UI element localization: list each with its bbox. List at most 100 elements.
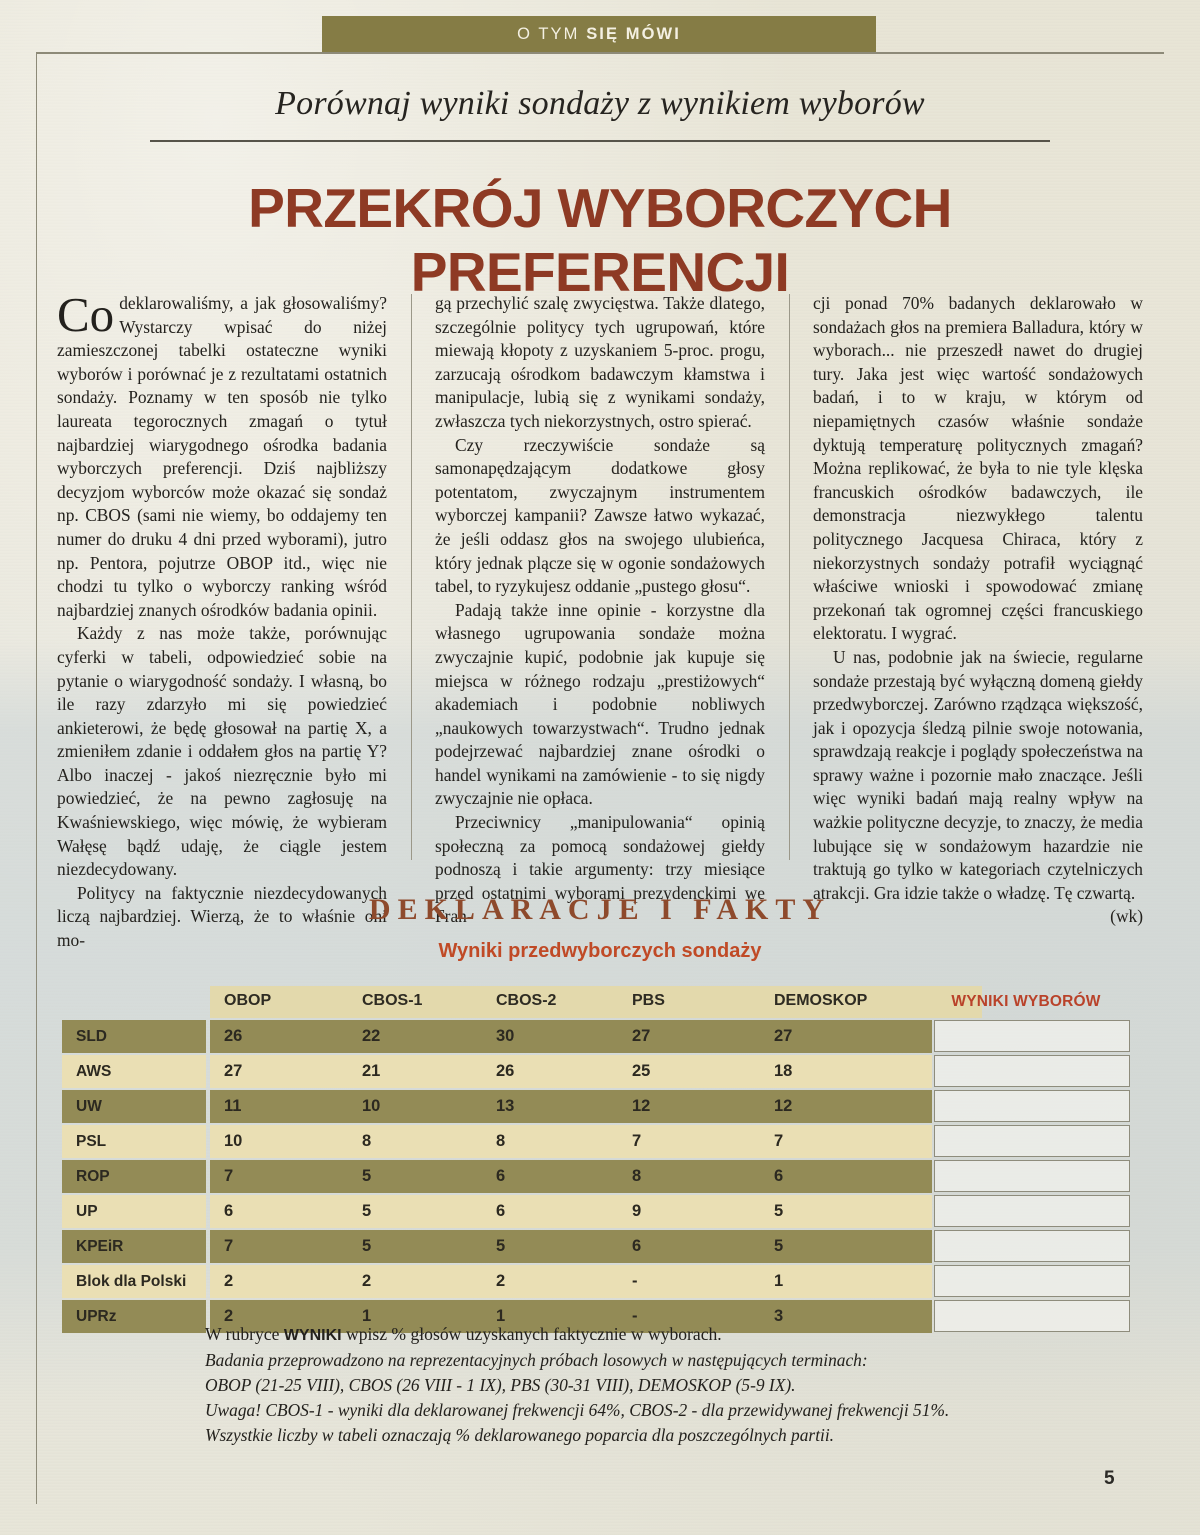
cell-cbos-2: 1 (496, 1307, 506, 1325)
drop-cap: Co (57, 287, 115, 342)
cell-demoskop: 12 (774, 1097, 793, 1115)
paragraph-text: U nas, podobnie jak na świecie, regularn… (813, 646, 1143, 903)
section-subtitle: Wyniki przedwyborczych sondaży (438, 940, 762, 962)
cell-obop: 6 (224, 1202, 234, 1220)
paragraph-text: deklarowaliśmy, a jak głosowaliśmy? Wyst… (57, 293, 387, 620)
row-label-kpeir: KPEiR (62, 1230, 206, 1263)
cell-cbos-1: 5 (362, 1237, 372, 1255)
article-kicker: Porównaj wyniki sondaży z wynikiem wybor… (275, 85, 925, 122)
table-row: SLD 26 22 30 27 27 (62, 1020, 1130, 1053)
cell-demoskop: 1 (774, 1272, 784, 1290)
cell-obop: 26 (224, 1027, 243, 1045)
cell-pbs: 6 (632, 1237, 642, 1255)
cell-demoskop: 18 (774, 1062, 793, 1080)
cell-demoskop: 3 (774, 1307, 784, 1325)
footnote-caution: Uwaga! CBOS-1 - wyniki dla deklarowanej … (205, 1400, 950, 1420)
row-data-band (210, 1300, 932, 1333)
footnote-instruction: W rubryce WYNIKI wpisz % głosów uzyskany… (205, 1322, 1085, 1348)
result-input-box[interactable] (934, 1125, 1130, 1157)
cell-obop: 2 (224, 1307, 234, 1325)
footnote-post: wpisz % głosów uzyskanych faktycznie w w… (341, 1324, 722, 1344)
paragraph: gą przechylić szalę zwycięstwa. Także dl… (435, 293, 765, 431)
footnote-keyword: WYNIKI (283, 1327, 342, 1344)
cell-cbos-1: 2 (362, 1272, 372, 1290)
paragraph: Przeciwnicy „manipulowania“ opinią społe… (435, 812, 765, 927)
cell-cbos-2: 8 (496, 1132, 506, 1150)
row-data-band (210, 1195, 932, 1228)
table-header-band (210, 986, 982, 1018)
column-header-demoskop: DEMOSKOP (774, 992, 868, 1009)
cell-pbs: 12 (632, 1097, 651, 1115)
cell-cbos-2: 6 (496, 1167, 506, 1185)
column-header-pbs: PBS (632, 992, 665, 1009)
result-input-box[interactable] (934, 1195, 1130, 1227)
section-banner: O TYM SIĘ MÓWI (322, 16, 876, 52)
row-data-band (210, 1230, 932, 1263)
result-input-box[interactable] (934, 1265, 1130, 1297)
cell-cbos-1: 5 (362, 1202, 372, 1220)
article-column-3: cji ponad 70% badanych deklarowało w son… (789, 292, 1143, 926)
column-header-obop: OBOP (224, 992, 272, 1009)
row-data-band (210, 1020, 932, 1053)
paragraph: Każdy z nas może także, porównując cyfer… (57, 623, 387, 880)
section-banner-label: O TYM SIĘ MÓWI (517, 25, 681, 44)
cell-pbs: 8 (632, 1167, 642, 1185)
cell-cbos-2: 2 (496, 1272, 506, 1290)
row-data-band (210, 1125, 932, 1158)
section-title: DEKLARACJE I FAKTY (368, 893, 832, 926)
cell-pbs: 9 (632, 1202, 642, 1220)
cell-pbs: 27 (632, 1027, 651, 1045)
row-data-band (210, 1055, 932, 1088)
article-body: Co deklarowaliśmy, a jak głosowaliśmy? Wy… (57, 287, 1143, 950)
footnote-units: Wszystkie liczby w tabeli oznaczają % de… (205, 1425, 835, 1445)
cell-cbos-2: 26 (496, 1062, 515, 1080)
cell-obop: 7 (224, 1237, 234, 1255)
article-column-1: Co deklarowaliśmy, a jak głosowaliśmy? Wy… (57, 287, 387, 950)
paragraph: Co deklarowaliśmy, a jak głosowaliśmy? Wy… (57, 287, 387, 622)
result-input-box[interactable] (934, 1090, 1130, 1122)
row-label-aws: AWS (62, 1055, 206, 1088)
table-row: PSL 10 8 8 7 7 (62, 1125, 1130, 1158)
result-input-box[interactable] (934, 1230, 1130, 1262)
result-input-box[interactable] (934, 1020, 1130, 1052)
table-row: UPRz 2 1 1 - 3 (62, 1300, 1130, 1333)
paragraph: Politycy na faktycznie niezdecydowanych … (57, 882, 387, 951)
result-input-box[interactable] (934, 1300, 1130, 1332)
cell-cbos-1: 10 (362, 1097, 381, 1115)
column-header-cbos1: CBOS-1 (362, 992, 423, 1009)
cell-cbos-1: 8 (362, 1132, 372, 1150)
result-input-box[interactable] (934, 1160, 1130, 1192)
cell-cbos-1: 22 (362, 1027, 381, 1045)
row-label-blok-dla-polski: Blok dla Polski (62, 1265, 206, 1298)
cell-demoskop: 5 (774, 1237, 784, 1255)
row-data-band (210, 1265, 932, 1298)
cell-obop: 10 (224, 1132, 243, 1150)
kicker-rule (150, 140, 1050, 142)
paragraph: Padają także inne opinie - korzystne dla… (435, 599, 765, 809)
paragraph: U nas, podobnie jak na świecie, regularn… (813, 646, 1143, 929)
banner-bold: SIĘ MÓWI (586, 24, 681, 43)
cell-cbos-2: 13 (496, 1097, 515, 1115)
cell-pbs: - (632, 1307, 638, 1325)
page-frame-top-rule (36, 52, 1164, 54)
table-header-row: OBOP CBOS-1 CBOS-2 PBS DEMOSKOP WYNIKI W… (62, 986, 1130, 1018)
table-row: UW 11 10 13 12 12 (62, 1090, 1130, 1123)
table-row: Blok dla Polski 2 2 2 - 1 (62, 1265, 1130, 1298)
paragraph: cji ponad 70% badanych deklarowało w son… (813, 293, 1143, 644)
page-title: PRZEKRÓJ WYBORCZYCH PREFERENCJI (248, 177, 952, 303)
table-footnotes: W rubryce WYNIKI wpisz % głosów uzyskany… (205, 1322, 1085, 1448)
result-input-box[interactable] (934, 1055, 1130, 1087)
cell-demoskop: 5 (774, 1202, 784, 1220)
cell-cbos-1: 5 (362, 1167, 372, 1185)
cell-obop: 7 (224, 1167, 234, 1185)
footnote-dates: OBOP (21-25 VIII), CBOS (26 VIII - 1 IX)… (205, 1375, 796, 1395)
cell-cbos-2: 5 (496, 1237, 506, 1255)
page-number: 5 (1104, 1468, 1115, 1489)
row-label-uw: UW (62, 1090, 206, 1123)
row-label-sld: SLD (62, 1020, 206, 1053)
row-label-psl: PSL (62, 1125, 206, 1158)
footnote-methodology: Badania przeprowadzono na reprezentacyjn… (205, 1350, 868, 1370)
column-header-cbos2: CBOS-2 (496, 992, 557, 1009)
cell-demoskop: 27 (774, 1027, 793, 1045)
cell-pbs: 25 (632, 1062, 651, 1080)
